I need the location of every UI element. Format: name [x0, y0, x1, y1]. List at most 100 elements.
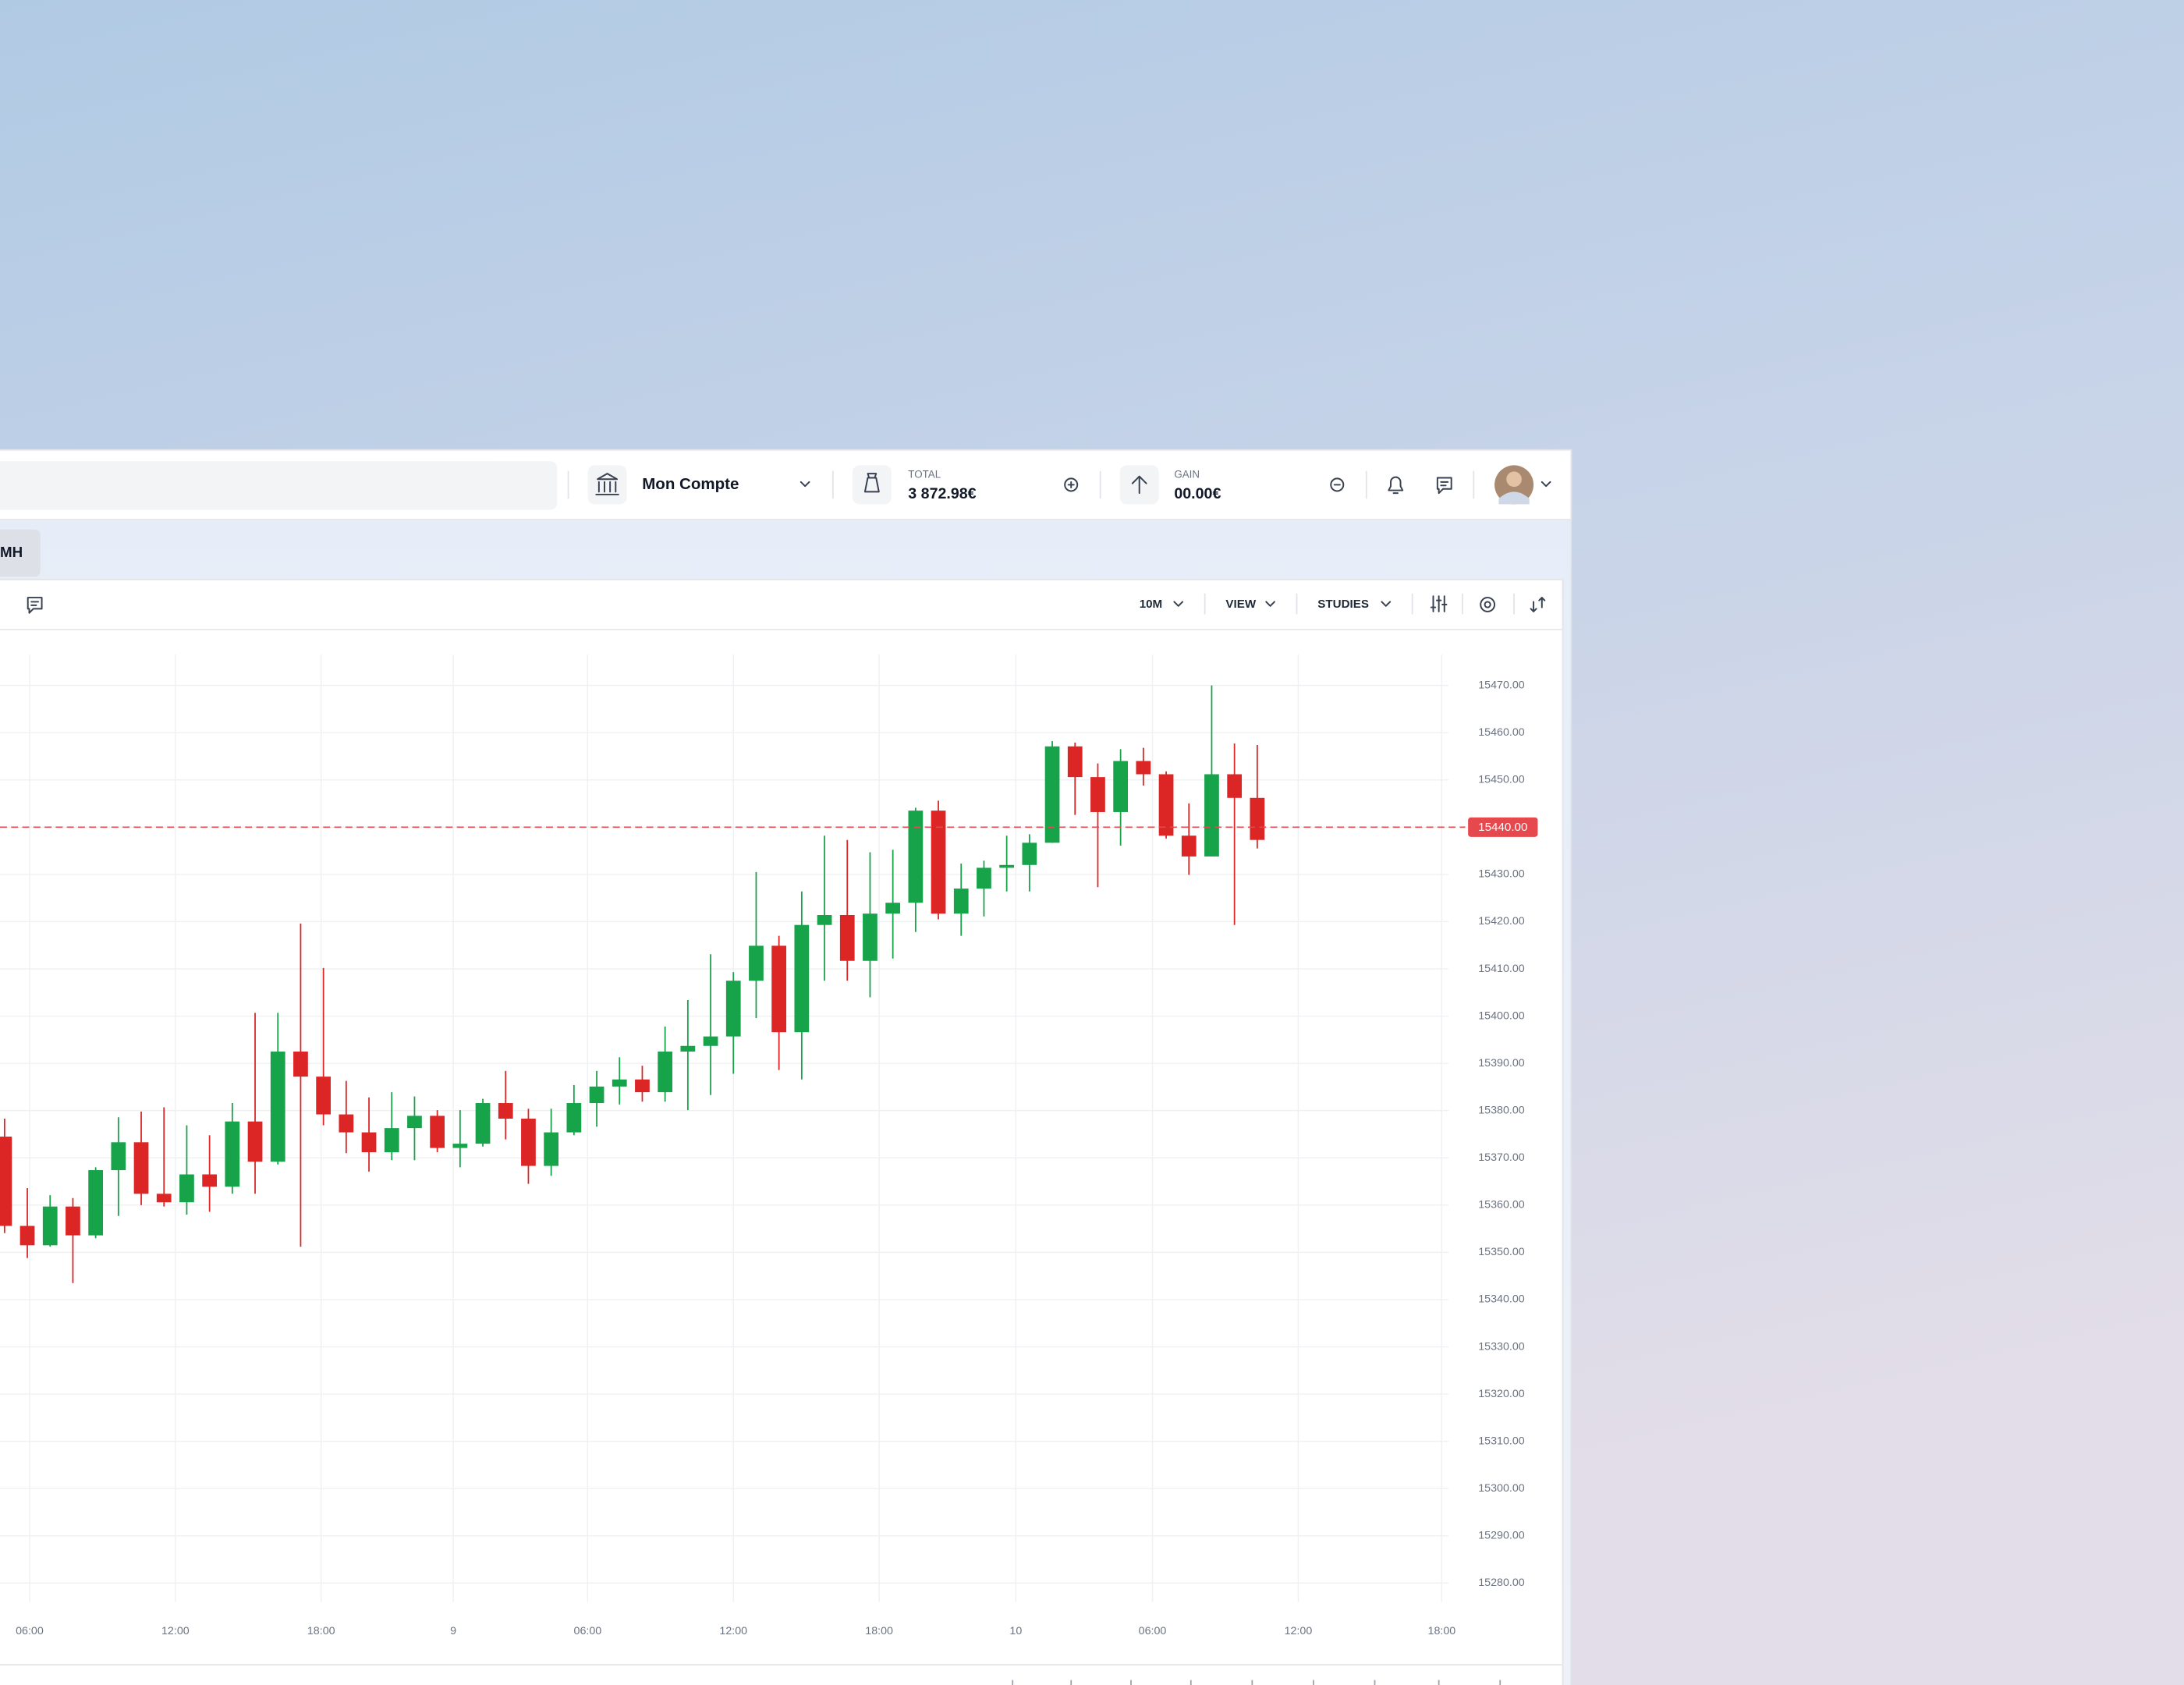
- price-badge: [1468, 817, 1538, 837]
- gear-icon[interactable]: [1480, 597, 1496, 612]
- x-tick-label: 12:00: [719, 1625, 747, 1637]
- add-icon[interactable]: [1064, 477, 1079, 492]
- bag-icon: [863, 473, 880, 493]
- chevron[interactable]: [1173, 601, 1184, 607]
- expand-icon[interactable]: [1530, 597, 1546, 612]
- candle-body: [794, 924, 810, 1033]
- candle-body: [0, 1137, 12, 1226]
- candle-body: [817, 914, 832, 925]
- candle-body: [1022, 842, 1037, 865]
- candle-body: [863, 913, 878, 961]
- chevron[interactable]: [1381, 601, 1392, 607]
- candle-body: [931, 811, 946, 914]
- candle-body: [270, 1052, 285, 1162]
- candle-body: [1158, 774, 1174, 836]
- message-icon[interactable]: [1436, 477, 1452, 495]
- bell-icon[interactable]: [1388, 476, 1404, 495]
- candle-body: [1044, 746, 1060, 843]
- view-menu[interactable]: VIEW: [1225, 598, 1256, 611]
- x-tick-label: 18:00: [307, 1625, 335, 1637]
- y-tick-label: 15290.00: [1478, 1530, 1525, 1542]
- candle-body: [156, 1194, 172, 1203]
- account-name[interactable]: Mon Compte: [642, 475, 739, 493]
- gear-icon: [1484, 601, 1491, 608]
- chevron[interactable]: [800, 481, 810, 488]
- candle-body: [1090, 777, 1105, 812]
- tab-label[interactable]: MH: [0, 544, 23, 560]
- x-tick-label: 10: [1009, 1625, 1022, 1637]
- y-tick-label: 15470.00: [1478, 679, 1525, 691]
- candle-body: [1250, 797, 1265, 840]
- candle-body: [88, 1170, 104, 1236]
- gain-value: 00.00€: [1174, 485, 1221, 502]
- y-tick-label: 15330.00: [1478, 1340, 1525, 1353]
- tab[interactable]: [0, 529, 41, 577]
- avatar-body: [1498, 491, 1530, 505]
- candle-body: [1181, 835, 1197, 857]
- candle-body: [566, 1103, 582, 1133]
- y-tick-label: 15460.00: [1478, 726, 1525, 739]
- candle-body: [1227, 774, 1243, 798]
- x-tick-label: 9: [450, 1625, 456, 1637]
- chevron[interactable]: [1540, 481, 1551, 488]
- studies-menu[interactable]: STUDIES: [1317, 598, 1369, 611]
- candle-body: [1067, 746, 1083, 778]
- candle-body: [339, 1114, 354, 1133]
- x-tick-label: 06:00: [16, 1625, 44, 1637]
- candle-body: [247, 1121, 263, 1162]
- chevron[interactable]: [1265, 601, 1275, 607]
- x-tick-label: 12:00: [161, 1625, 190, 1637]
- gain-label: GAIN: [1174, 468, 1200, 480]
- y-tick-label: 15350.00: [1478, 1246, 1525, 1258]
- candle-body: [316, 1077, 332, 1115]
- total-value: 3 872.98€: [908, 485, 976, 502]
- x-tick-label: 18:00: [865, 1625, 893, 1637]
- candle-body: [999, 864, 1015, 868]
- y-tick-label: 15340.00: [1478, 1293, 1525, 1306]
- plot: [0, 654, 1449, 1602]
- candle-body: [658, 1052, 673, 1093]
- candle-body: [589, 1086, 604, 1104]
- candle-body: [407, 1116, 422, 1129]
- candle-body: [430, 1116, 445, 1148]
- candle-body: [179, 1174, 194, 1203]
- candle-body: [20, 1226, 35, 1246]
- candle-body: [908, 811, 924, 903]
- timeframe[interactable]: 10M: [1140, 598, 1162, 611]
- y-tick-label: 15280.00: [1478, 1577, 1525, 1589]
- y-tick-label: 15420.00: [1478, 915, 1525, 928]
- candle-body: [1204, 774, 1219, 857]
- candle-body: [749, 945, 764, 981]
- y-tick-label: 15410.00: [1478, 963, 1525, 975]
- candle-body: [42, 1206, 58, 1246]
- y-tick-label: 15390.00: [1478, 1057, 1525, 1070]
- candle-body: [225, 1121, 240, 1187]
- candle-body: [977, 867, 991, 889]
- total-icon: [852, 465, 892, 505]
- candle-body: [66, 1206, 80, 1236]
- y-tick-label: 15370.00: [1478, 1151, 1525, 1164]
- candle-body: [703, 1036, 718, 1046]
- settings-sliders[interactable]: [1430, 595, 1448, 612]
- remove-icon[interactable]: [1330, 477, 1345, 492]
- search-box[interactable]: [0, 461, 558, 510]
- candle-body: [293, 1052, 308, 1077]
- y-tick-label: 15360.00: [1478, 1199, 1525, 1211]
- candle-body: [452, 1144, 468, 1148]
- candle-body: [202, 1174, 218, 1187]
- account-icon: [587, 465, 627, 505]
- y-tick-label: 15450.00: [1478, 774, 1525, 786]
- scroll-tick: [1012, 1680, 1502, 1685]
- comment-tool[interactable]: [27, 597, 43, 614]
- avatar-face: [1506, 471, 1522, 488]
- y-tick-label: 15300.00: [1478, 1482, 1525, 1495]
- y-tick-label: 15320.00: [1478, 1388, 1525, 1400]
- y-tick-label: 15430.00: [1478, 868, 1525, 881]
- candle-body: [612, 1079, 627, 1087]
- scrollbar: [1012, 1680, 1502, 1685]
- price-label: 15440.00: [1478, 821, 1527, 834]
- candle-body: [953, 889, 969, 914]
- candle-body: [1113, 761, 1129, 812]
- candle-body: [771, 945, 787, 1033]
